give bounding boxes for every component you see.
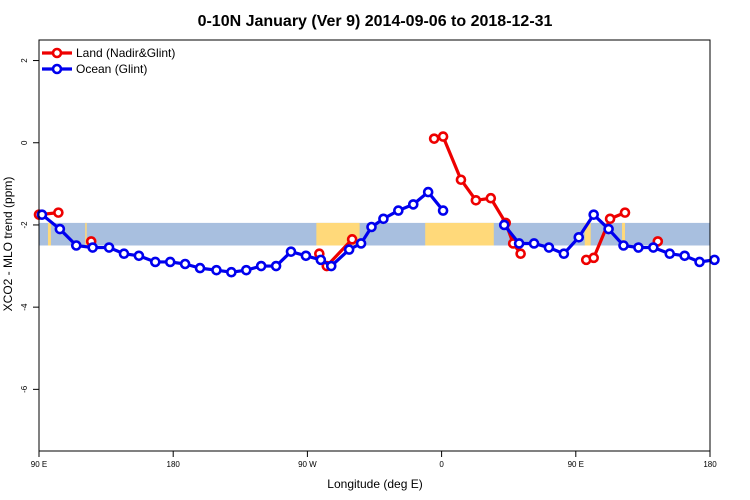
data-point bbox=[70, 240, 82, 251]
legend-item: Ocean (Glint) bbox=[42, 62, 147, 76]
data-point bbox=[355, 238, 367, 249]
data-point bbox=[378, 213, 389, 225]
legend-swatch-marker bbox=[51, 47, 63, 59]
data-point bbox=[285, 246, 297, 257]
ocean-band bbox=[39, 222, 710, 246]
data-point bbox=[422, 186, 434, 198]
data-point bbox=[118, 248, 130, 260]
legend-item: Land (Nadir&Glint) bbox=[42, 46, 175, 60]
y-tick-label: 2 bbox=[20, 58, 29, 63]
data-point bbox=[164, 256, 176, 268]
data-point bbox=[36, 209, 48, 220]
x-tick-label: 90 E bbox=[568, 460, 584, 469]
axes: 90 E 180 90 W 0 90 E 180 2 0 -2 -4 -6 bbox=[20, 39, 717, 469]
y-tick-label: -6 bbox=[20, 385, 29, 393]
x-tick-label: 180 bbox=[167, 460, 181, 469]
data-point bbox=[603, 223, 614, 235]
data-point bbox=[366, 221, 377, 233]
data-point bbox=[437, 131, 449, 142]
data-point bbox=[226, 266, 237, 278]
data-point bbox=[588, 252, 599, 264]
data-point bbox=[325, 260, 337, 272]
data-point bbox=[679, 250, 690, 262]
data-point bbox=[470, 194, 482, 206]
data-point bbox=[54, 223, 66, 235]
data-point bbox=[343, 244, 355, 255]
legend-label: Ocean (Glint) bbox=[76, 62, 147, 76]
data-point bbox=[437, 205, 449, 216]
data-point bbox=[211, 264, 222, 276]
data-point bbox=[513, 238, 525, 249]
y-tick-label: -2 bbox=[20, 221, 29, 229]
data-point bbox=[664, 248, 676, 260]
x-tick-label: 90 W bbox=[298, 460, 317, 469]
data-point bbox=[53, 207, 64, 218]
data-point bbox=[619, 207, 631, 218]
data-point bbox=[150, 256, 161, 268]
land-band bbox=[425, 222, 494, 246]
data-point bbox=[194, 262, 206, 274]
data-point bbox=[498, 219, 510, 231]
data-point bbox=[648, 242, 659, 253]
x-tick-label: 0 bbox=[439, 460, 444, 469]
series-ocean bbox=[36, 186, 720, 278]
land-band bbox=[47, 222, 51, 246]
legend: Land (Nadir&Glint) Ocean (Glint) bbox=[42, 46, 175, 76]
data-point bbox=[709, 254, 720, 266]
data-point bbox=[618, 240, 629, 251]
data-point bbox=[528, 238, 540, 249]
y-tick-label: -4 bbox=[20, 303, 29, 311]
data-point bbox=[633, 242, 644, 253]
x-tick-label: 180 bbox=[703, 460, 717, 469]
land-band bbox=[85, 222, 87, 246]
data-point bbox=[407, 199, 419, 210]
series-line bbox=[40, 190, 445, 274]
data-point bbox=[604, 213, 616, 225]
land-band bbox=[622, 222, 626, 246]
chart-title: 0-10N January (Ver 9) 2014-09-06 to 2018… bbox=[198, 13, 553, 30]
data-point bbox=[558, 248, 570, 260]
y-tick-label: 0 bbox=[20, 140, 29, 145]
data-point bbox=[573, 231, 585, 243]
land-band bbox=[584, 222, 591, 246]
x-tick-label: 90 E bbox=[31, 460, 47, 469]
background-band bbox=[39, 222, 710, 246]
data-point bbox=[300, 250, 312, 262]
series-layer bbox=[33, 131, 720, 278]
data-point bbox=[315, 254, 327, 266]
data-point bbox=[103, 242, 115, 253]
data-point bbox=[393, 205, 404, 216]
data-point bbox=[485, 192, 497, 204]
legend-swatch-marker bbox=[51, 63, 63, 75]
data-point bbox=[346, 234, 358, 245]
plot-frame bbox=[38, 39, 711, 452]
data-point bbox=[270, 260, 282, 272]
data-point bbox=[543, 242, 555, 253]
data-point bbox=[87, 242, 98, 253]
data-point bbox=[694, 256, 705, 268]
data-point bbox=[588, 209, 599, 220]
legend-label: Land (Nadir&Glint) bbox=[76, 46, 175, 60]
data-point bbox=[255, 260, 267, 272]
data-point bbox=[240, 264, 252, 276]
data-point bbox=[515, 248, 526, 260]
y-axis-label: XCO2 - MLO trend (ppm) bbox=[1, 177, 15, 312]
data-point bbox=[179, 258, 191, 270]
x-axis-label: Longitude (deg E) bbox=[327, 477, 422, 491]
data-point bbox=[455, 174, 467, 186]
data-point bbox=[428, 133, 440, 144]
data-point bbox=[133, 250, 145, 262]
